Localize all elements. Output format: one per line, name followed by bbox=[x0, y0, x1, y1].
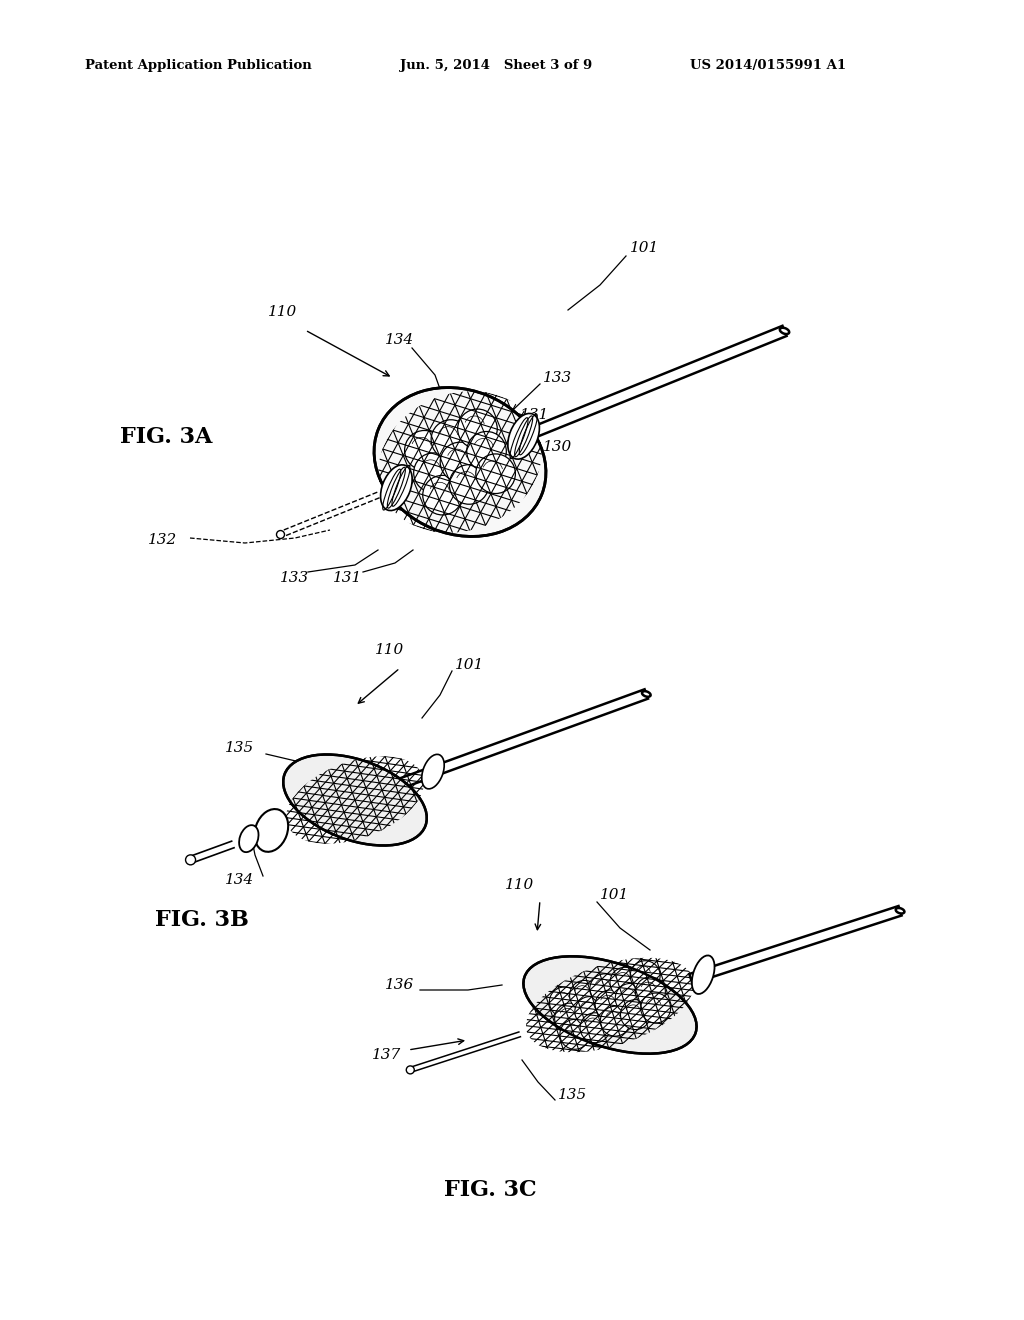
Text: 101: 101 bbox=[455, 657, 484, 672]
Ellipse shape bbox=[239, 825, 258, 853]
Text: 134: 134 bbox=[385, 333, 415, 347]
Text: FIG. 3C: FIG. 3C bbox=[443, 1179, 537, 1201]
Ellipse shape bbox=[508, 413, 540, 459]
Ellipse shape bbox=[422, 754, 444, 789]
Text: 133: 133 bbox=[543, 371, 572, 385]
Circle shape bbox=[600, 1006, 630, 1036]
Text: Patent Application Publication: Patent Application Publication bbox=[85, 58, 311, 71]
Ellipse shape bbox=[780, 327, 790, 334]
Text: 135: 135 bbox=[558, 1088, 587, 1102]
Circle shape bbox=[549, 987, 580, 1016]
Polygon shape bbox=[689, 906, 901, 983]
Ellipse shape bbox=[523, 956, 696, 1053]
Text: 136: 136 bbox=[385, 978, 415, 993]
Text: 134: 134 bbox=[225, 873, 254, 887]
Circle shape bbox=[450, 465, 488, 504]
Circle shape bbox=[580, 1012, 610, 1043]
Circle shape bbox=[621, 999, 650, 1030]
Text: 131: 131 bbox=[520, 408, 549, 422]
Ellipse shape bbox=[896, 908, 904, 913]
Circle shape bbox=[615, 983, 645, 1014]
Circle shape bbox=[476, 454, 515, 494]
Circle shape bbox=[641, 993, 671, 1023]
Circle shape bbox=[467, 432, 506, 471]
Circle shape bbox=[590, 974, 620, 1003]
Circle shape bbox=[404, 430, 444, 470]
Text: 101: 101 bbox=[600, 888, 630, 902]
Text: 110: 110 bbox=[268, 305, 297, 319]
Ellipse shape bbox=[381, 465, 412, 511]
Circle shape bbox=[560, 1019, 590, 1049]
Text: 110: 110 bbox=[375, 643, 404, 657]
Ellipse shape bbox=[255, 809, 288, 851]
Polygon shape bbox=[504, 326, 786, 449]
Circle shape bbox=[185, 855, 196, 865]
Ellipse shape bbox=[642, 692, 650, 697]
Ellipse shape bbox=[374, 388, 546, 536]
Circle shape bbox=[414, 453, 454, 492]
Circle shape bbox=[440, 442, 480, 482]
Circle shape bbox=[630, 961, 660, 990]
Circle shape bbox=[431, 420, 471, 459]
Circle shape bbox=[574, 997, 605, 1027]
Text: 133: 133 bbox=[281, 572, 309, 585]
Text: FIG. 3B: FIG. 3B bbox=[155, 909, 249, 931]
Ellipse shape bbox=[692, 956, 715, 994]
Text: 110: 110 bbox=[505, 878, 535, 892]
Text: 131: 131 bbox=[334, 572, 362, 585]
Text: 137: 137 bbox=[372, 1048, 401, 1063]
Circle shape bbox=[423, 475, 463, 515]
Circle shape bbox=[555, 1003, 585, 1034]
Circle shape bbox=[569, 981, 599, 1010]
Circle shape bbox=[636, 977, 666, 1007]
Polygon shape bbox=[400, 689, 648, 788]
Text: US 2014/0155991 A1: US 2014/0155991 A1 bbox=[690, 58, 846, 71]
Text: Jun. 5, 2014   Sheet 3 of 9: Jun. 5, 2014 Sheet 3 of 9 bbox=[400, 58, 592, 71]
Text: 135: 135 bbox=[225, 741, 254, 755]
Circle shape bbox=[458, 409, 498, 449]
Text: 101: 101 bbox=[630, 242, 659, 255]
Circle shape bbox=[276, 531, 285, 539]
Text: FIG. 3A: FIG. 3A bbox=[120, 426, 212, 447]
Circle shape bbox=[610, 968, 640, 997]
Ellipse shape bbox=[284, 755, 427, 846]
Text: 130: 130 bbox=[543, 440, 572, 454]
Text: 132: 132 bbox=[148, 533, 177, 546]
Circle shape bbox=[595, 990, 625, 1020]
Circle shape bbox=[407, 1065, 415, 1074]
